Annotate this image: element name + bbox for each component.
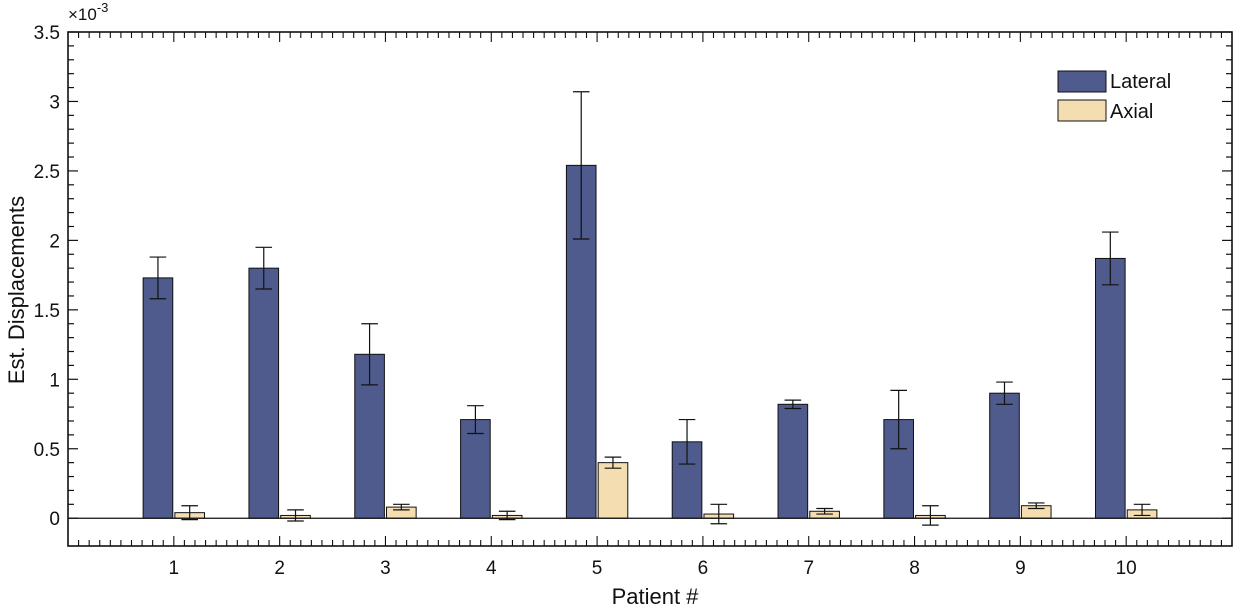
- y-tick-label: 3.5: [34, 23, 60, 44]
- x-tick-label: 1: [169, 558, 180, 579]
- legend-swatch-lateral: [1057, 70, 1107, 93]
- tick-labels: 0 0.5 1 1.5 2 2.5 3 3.5 1 2 3 4 5 6 7 8 9 10: [34, 23, 1137, 579]
- legend-label-axial: Axial: [1110, 101, 1153, 123]
- x-tick-label: 9: [1015, 558, 1026, 579]
- error-bar-axial-patient-3: [393, 503, 410, 511]
- error-bar-axial-patient-5: [604, 456, 622, 469]
- y-tick-label: 2: [49, 231, 60, 252]
- bars: [142, 91, 1158, 526]
- error-bar-lateral-patient-6: [678, 418, 696, 465]
- y-tick-label: 2.5: [34, 162, 60, 183]
- axis-ticks: [67, 31, 1233, 546]
- y-axis-title: Est. Displacements: [4, 196, 29, 384]
- x-tick-label: 6: [698, 558, 709, 579]
- x-tick-label: 4: [486, 558, 497, 579]
- bar-lateral-patient-2: [248, 267, 280, 519]
- x-tick-label: 2: [274, 558, 285, 579]
- bar-lateral-patient-4: [460, 419, 491, 519]
- error-bar-lateral-patient-1: [149, 256, 167, 300]
- error-bar-axial-patient-1: [181, 505, 198, 521]
- bar-lateral-patient-10: [1094, 257, 1126, 519]
- plot-frame: [67, 31, 1233, 547]
- y-tick-label: 3: [49, 92, 60, 113]
- y-exponent-label: ×10-3: [68, 0, 108, 24]
- y-tick-label: 1: [49, 370, 60, 391]
- error-bar-axial-patient-10: [1133, 503, 1151, 517]
- error-bar-lateral-patient-8: [890, 389, 907, 450]
- error-bar-axial-patient-7: [816, 507, 833, 515]
- error-bar-axial-patient-9: [1027, 502, 1045, 510]
- error-bar-lateral-patient-9: [996, 381, 1013, 405]
- error-bar-lateral-patient-10: [1102, 231, 1119, 286]
- error-bar-lateral-patient-7: [784, 399, 802, 410]
- error-bar-lateral-patient-5: [572, 91, 590, 240]
- x-axis-title: Patient #: [612, 584, 700, 609]
- bar-axial-patient-5: [597, 462, 629, 519]
- bar-lateral-patient-7: [777, 403, 809, 519]
- y-tick-label: 1.5: [34, 301, 60, 322]
- error-bar-lateral-patient-3: [361, 323, 378, 386]
- error-bar-axial-patient-6: [710, 503, 728, 525]
- x-tick-label: 8: [909, 558, 920, 579]
- x-tick-label: 5: [592, 558, 603, 579]
- legend: Lateral Axial: [1057, 70, 1171, 123]
- x-tick-label: 7: [803, 558, 814, 579]
- error-bar-lateral-patient-4: [467, 405, 484, 435]
- bar-lateral-patient-1: [142, 277, 174, 519]
- bar-lateral-patient-9: [989, 392, 1020, 519]
- error-bar-axial-patient-2: [287, 509, 304, 522]
- error-bar-lateral-patient-2: [255, 246, 273, 290]
- legend-swatch-axial: [1057, 99, 1107, 122]
- legend-label-lateral: Lateral: [1110, 71, 1171, 93]
- y-tick-label: 0.5: [34, 440, 60, 461]
- x-tick-label: 10: [1116, 558, 1137, 579]
- error-bar-axial-patient-8: [922, 505, 939, 526]
- x-tick-label: 3: [380, 558, 391, 579]
- y-tick-label: 0: [49, 509, 60, 530]
